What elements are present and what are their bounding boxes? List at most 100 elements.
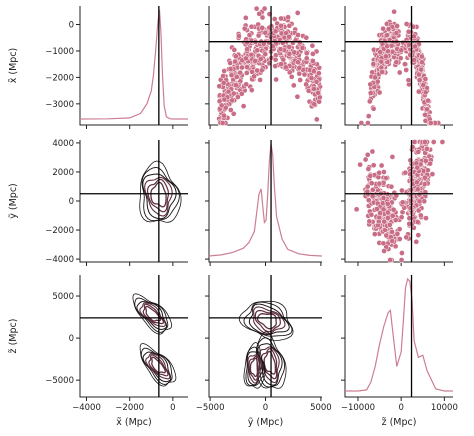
sample-point xyxy=(367,173,374,179)
contour-level xyxy=(248,355,260,381)
sample-point xyxy=(280,56,287,63)
scatter-x-vs-y xyxy=(216,5,323,126)
panel-r1-c1 xyxy=(205,140,323,266)
panel-spines xyxy=(344,140,453,263)
panel-r2-c1: −5000 0 5000 ỹ (Mpc) xyxy=(196,275,332,428)
sample-point xyxy=(248,87,255,93)
kde-x-curve xyxy=(79,9,188,120)
sample-point xyxy=(353,206,360,213)
contour-level xyxy=(140,347,173,385)
contour-level xyxy=(139,343,177,387)
sample-point xyxy=(358,120,365,126)
sample-point xyxy=(311,101,318,108)
sample-point xyxy=(357,161,363,168)
sample-point xyxy=(272,28,279,35)
contour-level xyxy=(245,346,266,387)
sample-point xyxy=(286,50,293,57)
x-tick-label: −4000 xyxy=(72,403,101,413)
sample-point xyxy=(422,174,428,181)
sample-point xyxy=(241,25,248,32)
sample-point xyxy=(220,79,227,86)
sample-point xyxy=(294,93,301,100)
sample-point xyxy=(391,8,397,15)
contour-level xyxy=(132,293,173,335)
sample-point xyxy=(416,191,423,198)
sample-point xyxy=(218,102,225,109)
sample-point xyxy=(377,49,384,55)
sample-point xyxy=(259,24,266,31)
sample-point xyxy=(244,64,250,70)
sample-point xyxy=(425,167,431,174)
contour-level xyxy=(256,313,277,330)
sample-point xyxy=(377,210,383,216)
x-tick-label: −5000 xyxy=(196,403,225,413)
sample-point xyxy=(248,51,255,58)
sample-point xyxy=(392,217,399,223)
sample-point xyxy=(362,156,369,163)
sample-point xyxy=(398,257,405,263)
x-tick-label: −10000 xyxy=(341,403,375,413)
sample-point xyxy=(364,183,371,190)
sample-point xyxy=(365,120,371,126)
sample-point xyxy=(422,76,429,82)
sample-point xyxy=(308,75,315,81)
contour-level xyxy=(139,160,182,223)
sample-point xyxy=(309,42,316,49)
y-tick-label: 2000 xyxy=(52,168,74,178)
sample-point xyxy=(415,149,422,155)
sample-point xyxy=(295,32,301,38)
sample-point xyxy=(237,69,244,76)
sample-point xyxy=(421,139,428,145)
sample-point xyxy=(396,236,403,242)
sample-point xyxy=(311,86,317,92)
sample-point xyxy=(367,81,374,88)
sample-point xyxy=(378,162,385,169)
sample-point xyxy=(418,66,425,73)
y-axis-label: x̃ (Mpc) xyxy=(8,48,19,84)
sample-point xyxy=(310,58,316,64)
sample-point xyxy=(402,61,408,67)
sample-point xyxy=(422,111,428,118)
x-axis-label: ỹ (Mpc) xyxy=(248,417,284,428)
sample-point xyxy=(297,77,304,83)
sample-point xyxy=(389,238,396,244)
sample-point xyxy=(411,33,417,40)
y-tick-label: −4000 xyxy=(45,255,74,265)
sample-point xyxy=(296,39,303,46)
sample-point xyxy=(396,69,403,76)
sample-point xyxy=(413,238,420,245)
sample-point xyxy=(380,206,387,213)
sample-point xyxy=(370,162,377,169)
contour-level xyxy=(144,176,173,217)
sample-point xyxy=(295,59,301,66)
panel-spines xyxy=(208,275,322,398)
sample-point xyxy=(229,97,236,104)
sample-point xyxy=(366,98,373,105)
sample-point xyxy=(384,32,390,39)
kde2d-z-vs-x-lobe xyxy=(132,293,173,335)
panel-spines xyxy=(208,140,322,263)
sample-point xyxy=(381,218,388,225)
sample-point xyxy=(414,164,421,171)
sample-point xyxy=(230,110,237,117)
sample-point xyxy=(294,10,301,16)
contour-level xyxy=(142,303,165,325)
sample-point xyxy=(216,83,223,90)
contour-level xyxy=(255,331,287,389)
panel-spines xyxy=(208,6,322,126)
sample-point xyxy=(403,67,410,73)
sample-point xyxy=(416,77,423,83)
sample-point xyxy=(286,22,293,29)
sample-point xyxy=(372,74,379,81)
sample-point xyxy=(416,198,423,205)
sample-point xyxy=(414,186,421,193)
sample-point xyxy=(310,51,316,57)
sample-point xyxy=(423,215,429,221)
sample-point xyxy=(235,94,241,100)
sample-point xyxy=(228,72,235,79)
y-tick-label: −5000 xyxy=(45,376,74,386)
sample-point xyxy=(272,63,279,69)
sample-point xyxy=(368,180,375,187)
sample-point xyxy=(412,43,418,50)
